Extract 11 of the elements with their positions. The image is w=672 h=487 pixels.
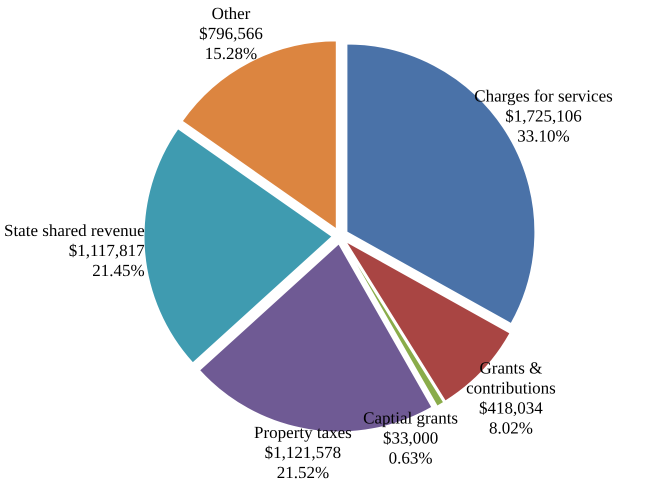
data-label: $1,117,817 21.45% (68, 240, 146, 280)
data-label: $33,000 0.63% (382, 428, 438, 468)
slice-label: Other (212, 4, 251, 23)
slice-label: State shared revenue (4, 220, 145, 240)
data-label: $796,566 15.28% (199, 24, 263, 63)
data-label: $1,725,106 33.10% (505, 106, 582, 146)
data-label: $418,034 8.02% (479, 398, 544, 438)
data-label: $1,121,578 21.52% (264, 443, 342, 482)
slice-label: Charges for services (474, 86, 613, 106)
slice-label: Captial grants (363, 408, 458, 428)
slice-label: Grants & contributions (466, 358, 556, 398)
